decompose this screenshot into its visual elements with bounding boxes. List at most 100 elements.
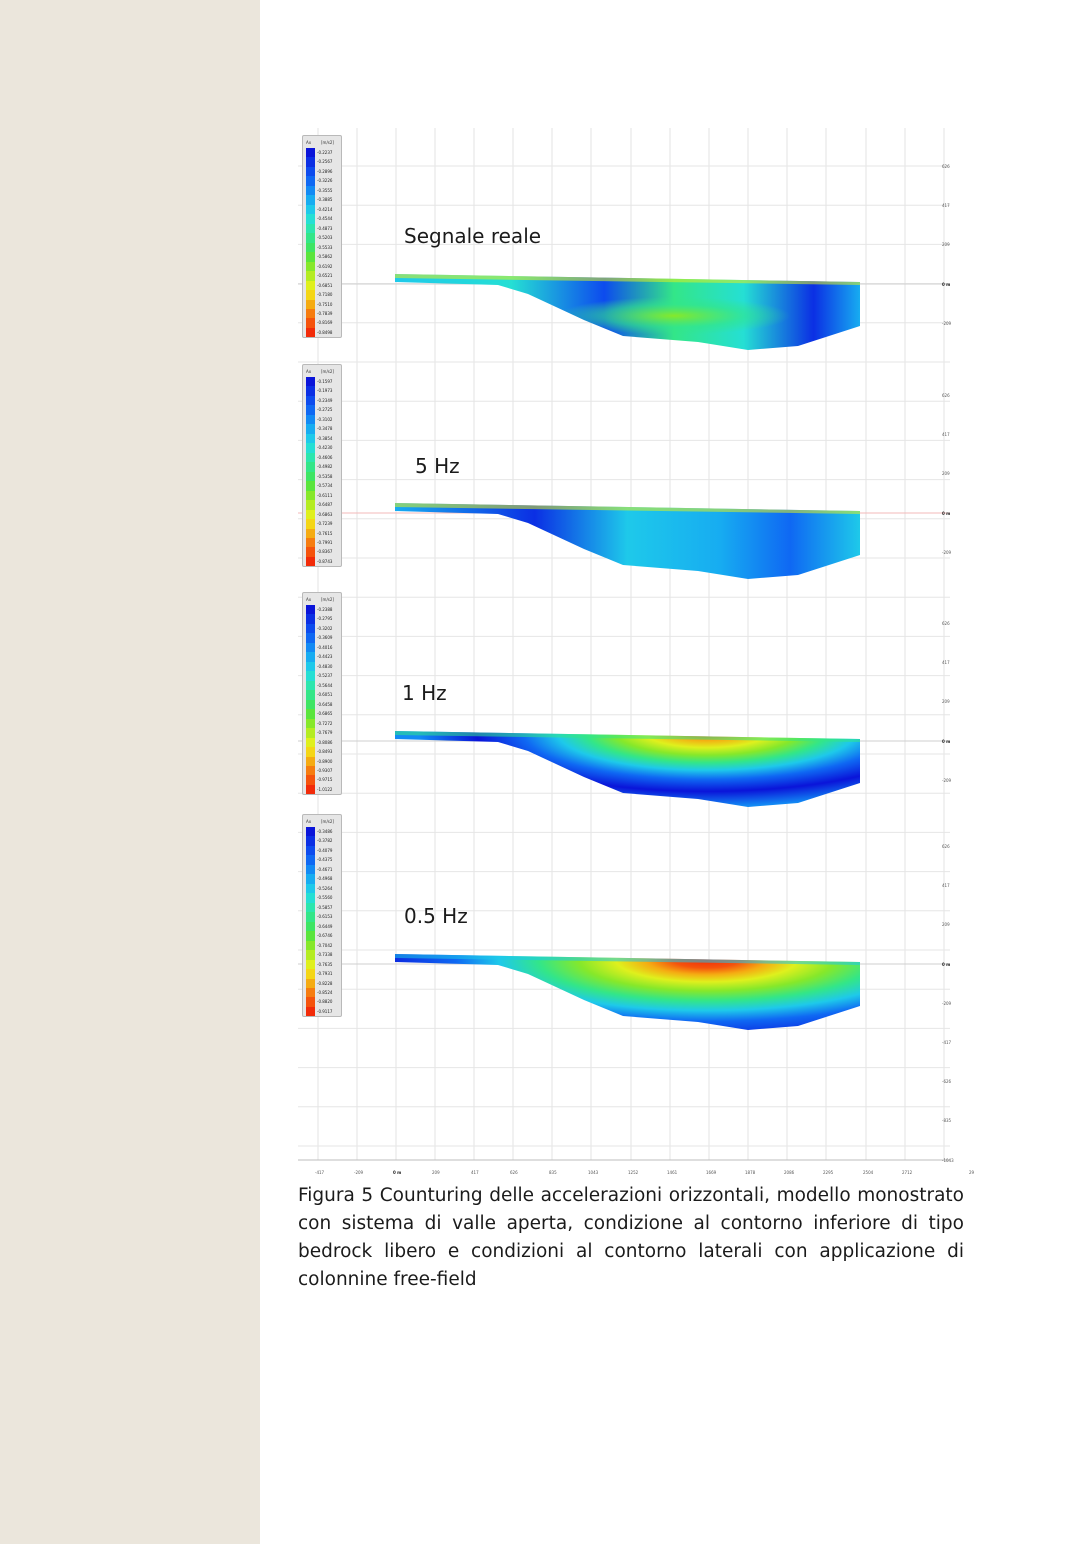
y-axis-tick-label: -209: [942, 549, 952, 555]
legend-swatch: [306, 176, 315, 186]
legend-entry: -0.7635: [303, 959, 341, 970]
legend-value: -0.6851: [317, 282, 333, 288]
x-axis-tick-label: 209: [432, 1170, 440, 1175]
legend-swatch: [306, 462, 315, 472]
legend-entry: -0.6746: [303, 931, 341, 941]
legend-header: Ax [m/s2]: [303, 595, 341, 605]
legend-entry: -0.6487: [303, 500, 341, 510]
panel-label: 5 Hz: [415, 454, 460, 478]
x-axis-tick-label: 29: [969, 1170, 975, 1175]
x-axis-tick-label: -209: [354, 1170, 364, 1175]
legend-value: -0.6863: [317, 511, 333, 517]
legend-swatch: [306, 223, 315, 234]
legend-swatch: [306, 500, 315, 510]
legend-value: -0.4375: [317, 857, 333, 863]
legend-entry: -0.2725: [303, 405, 341, 415]
legend-value: -0.2795: [317, 616, 333, 622]
legend-entry: -0.4375: [303, 855, 341, 865]
legend-value: -0.7510: [317, 301, 333, 307]
x-axis-tick-label: 1043: [588, 1170, 599, 1175]
legend-value: -0.6458: [317, 701, 333, 707]
legend-swatch: [306, 157, 315, 167]
legend-swatch: [306, 921, 315, 932]
legend-entry: -0.7272: [303, 718, 341, 729]
legend-quantity: Ax: [306, 597, 312, 602]
valley-section-contour: [395, 954, 860, 1030]
x-axis-tick-label: 1461: [667, 1170, 678, 1175]
y-axis-tick-label: -835: [942, 1118, 952, 1124]
legend-swatch: [306, 614, 315, 624]
legend-swatch: [306, 661, 315, 672]
legend-swatch: [306, 481, 315, 491]
legend-swatch: [306, 414, 315, 425]
legend-entry: -0.8524: [303, 987, 341, 998]
legend-swatch: [306, 327, 315, 338]
legend-value: -0.5644: [317, 682, 333, 688]
legend-swatch: [306, 709, 315, 719]
y-axis-tick-label: 209: [942, 242, 950, 248]
legend-value: -0.2725: [317, 407, 333, 413]
legend-value: -0.7042: [317, 942, 333, 948]
legend-swatch: [306, 386, 315, 396]
legend-swatch: [306, 775, 315, 785]
legend-swatch: [306, 148, 315, 158]
legend-entry: -0.7931: [303, 969, 341, 979]
y-axis-tick-label: -209: [942, 1000, 952, 1006]
legend-entry: -0.4671: [303, 864, 341, 875]
legend-swatch: [306, 433, 315, 444]
legend-value: -0.5734: [317, 483, 333, 489]
legend-entry: -0.3885: [303, 195, 341, 205]
legend-value: -0.2349: [317, 397, 333, 403]
legend-entry: -0.3226: [303, 176, 341, 186]
legend-quantity: Ax: [306, 140, 312, 145]
legend-value: -0.4230: [317, 445, 333, 451]
legend-value: -0.3478: [317, 426, 333, 432]
panel-label: 1 Hz: [402, 681, 447, 705]
legend-value: -0.7239: [317, 521, 333, 527]
panel-label: 0.5 Hz: [404, 904, 468, 928]
valley-section-contour: [395, 731, 860, 807]
legend-value: -0.4968: [317, 876, 333, 882]
legend-value: -0.2388: [317, 607, 333, 612]
legend-value: -0.6111: [317, 492, 333, 498]
legend-value: -0.7615: [317, 530, 333, 536]
legend-swatch: [306, 299, 315, 309]
legend-value: -0.3885: [317, 197, 333, 203]
valley-section-contour: [395, 503, 860, 579]
x-axis-tick-label: 1878: [745, 1170, 756, 1175]
legend-entry: -0.4423: [303, 652, 341, 662]
legend-entry: -0.8086: [303, 737, 341, 748]
legend-value: -0.4079: [317, 847, 333, 853]
legend-swatch: [306, 185, 315, 196]
legend-entry: -0.8900: [303, 756, 341, 766]
legend-entry: -0.5644: [303, 680, 341, 691]
legend-entry: -0.2237: [303, 148, 341, 158]
legend-swatch: [306, 756, 315, 766]
legend-entry: -0.6458: [303, 699, 341, 710]
x-axis-tick-label: 2086: [784, 1170, 795, 1175]
legend-value: -0.4671: [317, 866, 333, 872]
legend-swatch: [306, 893, 315, 903]
legend-value: -0.5560: [317, 895, 333, 901]
legend-swatch: [306, 252, 315, 262]
legend-entry: -0.6111: [303, 490, 341, 501]
y-axis-tick-label: -209: [942, 777, 952, 783]
legend-value: -0.5857: [317, 904, 333, 910]
legend-swatch: [306, 214, 315, 224]
x-axis-tick-label: 0 m: [393, 1170, 402, 1175]
legend-header: Ax [m/s2]: [303, 367, 341, 377]
legend-entry: -0.7991: [303, 537, 341, 548]
legend-swatch: [306, 855, 315, 865]
legend-value: -0.7679: [317, 730, 333, 736]
y-axis-tick-label: 209: [942, 699, 950, 705]
legend-header: Ax [m/s2]: [303, 138, 341, 148]
legend-swatch: [306, 280, 315, 291]
legend-swatch: [306, 969, 315, 979]
legend-value: -0.1597: [317, 379, 333, 384]
legend-swatch: [306, 671, 315, 681]
legend-swatch: [306, 204, 315, 215]
legend-entry: -0.7679: [303, 728, 341, 738]
legend-entry: -0.8493: [303, 747, 341, 757]
legend-entry: -0.4214: [303, 204, 341, 215]
y-axis-tick-label: -209: [942, 320, 952, 326]
